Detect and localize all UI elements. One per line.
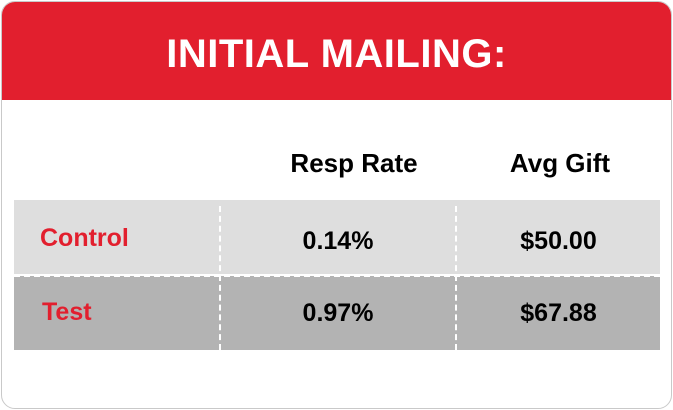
table-row-test bbox=[14, 276, 660, 350]
row-divider bbox=[14, 275, 660, 277]
row-label-control: Control bbox=[40, 224, 129, 252]
table-row-control bbox=[14, 200, 660, 274]
table-bottom-divider bbox=[14, 351, 660, 353]
column-header-resp-rate: Resp Rate bbox=[290, 148, 418, 178]
column-divider-2 bbox=[455, 206, 457, 350]
cell-test-avg-gift: $67.88 bbox=[520, 299, 597, 327]
card-title: INITIAL MAILING: bbox=[166, 32, 507, 76]
card-header: INITIAL MAILING: bbox=[2, 2, 671, 100]
row-label-test: Test bbox=[42, 298, 92, 326]
cell-control-avg-gift: $50.00 bbox=[520, 227, 597, 255]
cell-test-resp-rate: 0.97% bbox=[302, 299, 374, 327]
column-header-avg-gift: Avg Gift bbox=[509, 148, 611, 178]
cell-control-resp-rate: 0.14% bbox=[302, 227, 374, 255]
column-divider-1 bbox=[219, 206, 221, 350]
